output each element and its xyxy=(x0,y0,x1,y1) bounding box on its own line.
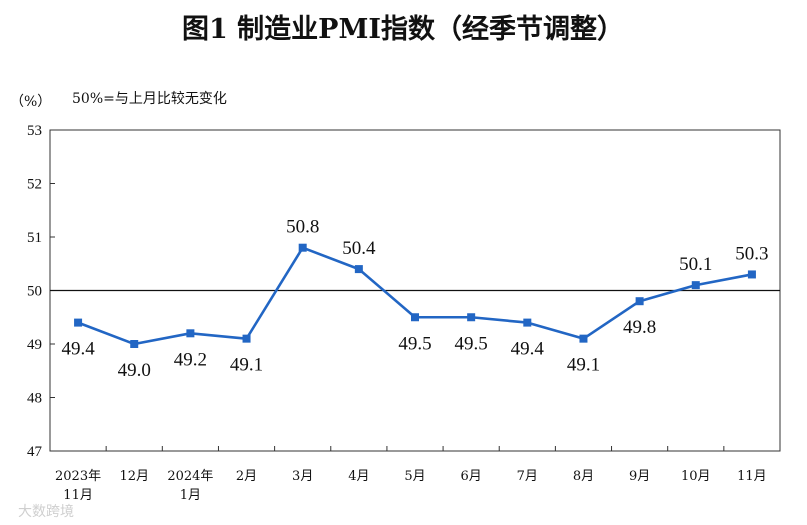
y-tick-label: 51 xyxy=(27,230,42,246)
x-tick-label: 3月 xyxy=(292,469,313,484)
chart-annotation: 50%=与上月比较无变化 xyxy=(72,91,227,107)
data-label: 49.1 xyxy=(567,355,600,376)
x-tick-label: 9月 xyxy=(629,469,650,484)
x-tick-label: 1月 xyxy=(180,488,201,503)
x-axis-ticks: 2023年 11月 12月 2024年 1月 2月 3月 4月 5月 6月 7月 8月 9月 10月 11月 xyxy=(49,446,781,503)
data-point xyxy=(74,318,83,327)
y-tick-label: 50 xyxy=(27,284,42,300)
x-tick-label: 2024年 xyxy=(167,469,213,484)
x-tick-label: 11月 xyxy=(737,469,767,484)
data-point xyxy=(579,334,588,343)
y-axis-unit-label: （%） xyxy=(10,94,51,110)
data-label: 49.5 xyxy=(455,333,488,354)
data-point xyxy=(523,318,532,327)
data-point xyxy=(130,340,139,348)
data-point xyxy=(635,297,644,306)
data-label: 49.0 xyxy=(118,360,151,381)
data-point xyxy=(298,243,307,252)
data-label: 50.1 xyxy=(679,254,712,275)
x-tick-label: 5月 xyxy=(404,469,425,484)
x-tick-label: 7月 xyxy=(517,469,538,484)
data-label: 49.2 xyxy=(174,349,207,370)
x-tick-label: 4月 xyxy=(348,469,369,484)
y-tick-label: 52 xyxy=(27,177,42,193)
data-points xyxy=(74,243,756,348)
x-tick-label: 6月 xyxy=(461,469,482,484)
data-point xyxy=(186,329,195,338)
data-label: 49.1 xyxy=(230,355,263,376)
x-tick-label: 10月 xyxy=(681,469,711,484)
data-point xyxy=(411,313,419,322)
y-tick-label: 49 xyxy=(27,337,42,353)
x-tick-label: 2023年 xyxy=(55,469,101,484)
data-labels: 49.4 49.0 49.2 49.1 50.8 50.4 49.5 49.5 49.4 49.1… xyxy=(61,217,768,381)
data-label: 49.4 xyxy=(511,339,545,360)
x-tick-label: 12月 xyxy=(119,469,149,484)
x-tick-label: 11月 xyxy=(63,488,93,503)
data-label: 49.8 xyxy=(623,317,656,338)
data-point xyxy=(242,334,251,343)
data-label: 49.5 xyxy=(398,333,431,354)
data-label: 50.4 xyxy=(342,238,376,259)
x-tick-label: 8月 xyxy=(573,469,594,484)
watermark: 大数跨境 xyxy=(18,504,74,520)
data-label: 49.4 xyxy=(61,339,95,360)
y-tick-label: 47 xyxy=(27,444,43,460)
data-label: 50.3 xyxy=(735,243,768,264)
data-point xyxy=(691,281,700,290)
y-tick-label: 48 xyxy=(27,391,42,407)
data-point xyxy=(747,270,756,279)
y-axis-ticks: 47 48 49 50 51 52 53 xyxy=(27,123,55,460)
x-tick-label: 2月 xyxy=(236,469,257,484)
data-label: 50.8 xyxy=(286,217,319,238)
chart-title: 图1 制造业PMI指数（经季节调整） xyxy=(182,13,624,45)
data-point xyxy=(467,313,476,322)
data-point xyxy=(354,265,363,274)
y-tick-label: 53 xyxy=(27,123,42,139)
